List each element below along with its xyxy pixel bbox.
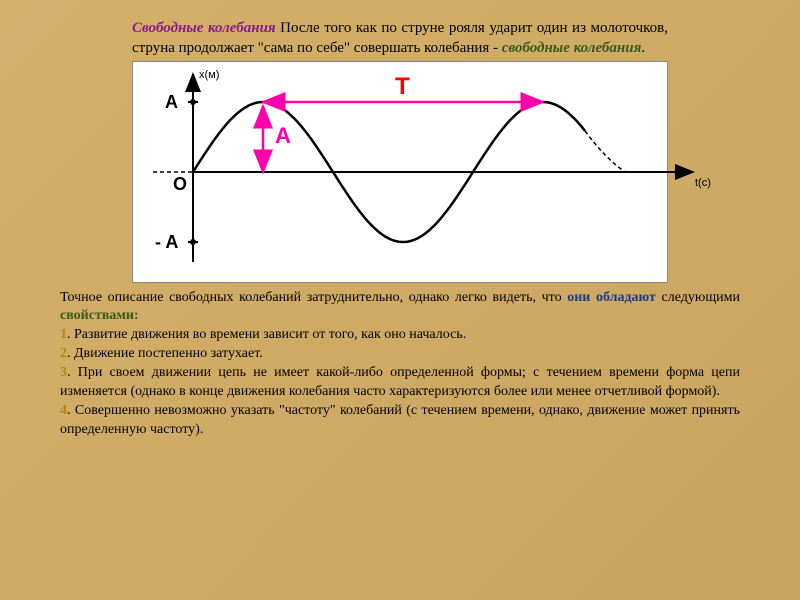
properties-paragraph: Точное описание свободных колебаний затр… [60, 289, 740, 440]
intro-end-term: свободные колебания [502, 40, 642, 56]
num-3: 3 [60, 365, 67, 380]
svg-text:O: O [173, 174, 187, 194]
chart-svg: A Tx(м) t(с) O A - A [133, 62, 731, 280]
num-2: 2 [60, 346, 67, 361]
num-4: 4 [60, 403, 67, 418]
svg-text:A: A [275, 123, 291, 148]
prop-2: . Движение постепенно затухает. [67, 346, 263, 361]
slide: Свободные колебания После того как по ст… [0, 0, 800, 600]
body-green: свойствами: [60, 308, 139, 323]
intro-title-term: Свободные колебания [132, 20, 276, 36]
svg-text:T: T [395, 73, 410, 100]
svg-text:- A: - A [155, 232, 178, 252]
body-line0b: следующими [656, 290, 740, 305]
body-blue: они обладают [567, 290, 656, 305]
prop-3: . При своем движении цепь не имеет какой… [60, 365, 740, 399]
oscillation-chart: ATx(м)t(с)OA- A [132, 61, 668, 283]
svg-text:A: A [165, 92, 178, 112]
svg-text:t(с): t(с) [695, 177, 711, 189]
prop-4: . Совершенно невозможно указать "частоту… [60, 403, 740, 437]
body-line0: Точное описание свободных колебаний затр… [60, 290, 567, 305]
intro-period: . [641, 40, 645, 56]
num-1: 1 [60, 327, 67, 342]
intro-paragraph: Свободные колебания После того как по ст… [132, 18, 668, 59]
prop-1: . Развитие движения во времени зависит о… [67, 327, 466, 342]
svg-text:x(м): x(м) [199, 69, 219, 81]
